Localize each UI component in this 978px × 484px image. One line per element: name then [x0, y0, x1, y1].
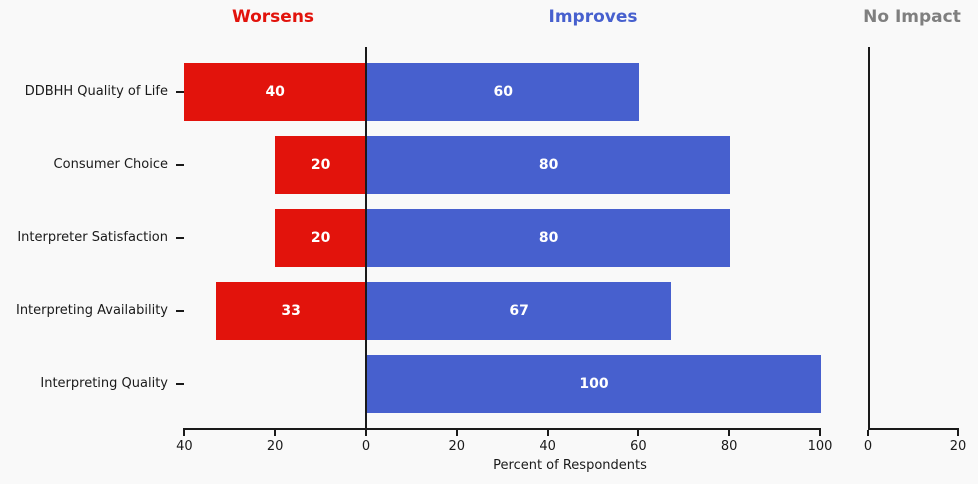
bar-improves: 67: [367, 282, 672, 340]
bar-improves: 80: [367, 209, 731, 267]
y-tick-mark: [176, 91, 184, 93]
y-tick-mark: [176, 164, 184, 166]
zero-axis-line: [365, 47, 367, 430]
bar-value-label: 80: [538, 157, 559, 173]
column-header-no-impact: No Impact: [863, 7, 961, 27]
x-tick-mark: [546, 430, 549, 436]
x-tick-mark: [819, 430, 821, 436]
bar-worsens: 20: [275, 209, 366, 267]
bar-value-label: 80: [538, 230, 559, 246]
x-tick-label: 40: [539, 439, 556, 454]
bar-value-label: 40: [265, 84, 285, 100]
y-tick-mark: [176, 383, 184, 385]
x-tick-mark: [867, 430, 869, 436]
bar-improves: 60: [367, 63, 640, 121]
category-label: Interpreting Quality: [40, 376, 168, 391]
y-tick-mark: [176, 310, 184, 312]
x-tick-mark: [274, 430, 277, 436]
x-tick-mark: [183, 430, 186, 436]
bar-value-label: 67: [509, 303, 529, 319]
y-tick-mark: [176, 237, 184, 239]
category-label: DDBHH Quality of Life: [24, 84, 168, 99]
category-label: Interpreter Satisfaction: [17, 230, 168, 245]
x-tick-mark: [957, 430, 959, 436]
x-tick-label: 100: [807, 439, 833, 454]
x-tick-mark: [728, 430, 731, 436]
x-tick-label: 80: [720, 439, 738, 454]
x-tick-label: 40: [176, 439, 193, 454]
x-tick-mark: [365, 430, 367, 436]
bar-worsens: 33: [216, 282, 366, 340]
no-impact-plot-area: [868, 47, 959, 430]
x-tick-label: 20: [266, 439, 284, 454]
column-header-worsens: Worsens: [231, 7, 315, 27]
bar-value-label: 33: [281, 303, 301, 319]
bar-improves: 100: [367, 355, 821, 413]
x-tick-mark: [455, 430, 458, 436]
bar-worsens: 40: [184, 63, 366, 121]
bar-improves: 80: [367, 136, 731, 194]
category-label: Consumer Choice: [53, 157, 168, 172]
bar-value-label: 20: [310, 157, 331, 173]
x-tick-label: 20: [448, 439, 466, 454]
x-tick-label: 60: [630, 439, 647, 454]
x-axis-label: Percent of Respondents: [493, 458, 647, 473]
bar-value-label: 20: [310, 230, 331, 246]
x-tick-label: 0: [361, 439, 371, 454]
category-label: Interpreting Availability: [15, 303, 168, 318]
bar-value-label: 100: [579, 376, 609, 392]
x-tick-label: 0: [863, 439, 873, 454]
x-tick-label: 20: [949, 439, 967, 454]
main-plot-area: [183, 47, 821, 430]
x-tick-mark: [637, 430, 640, 436]
bar-worsens: 20: [275, 136, 366, 194]
column-header-improves: Improves: [548, 7, 638, 27]
bar-value-label: 60: [493, 84, 513, 100]
